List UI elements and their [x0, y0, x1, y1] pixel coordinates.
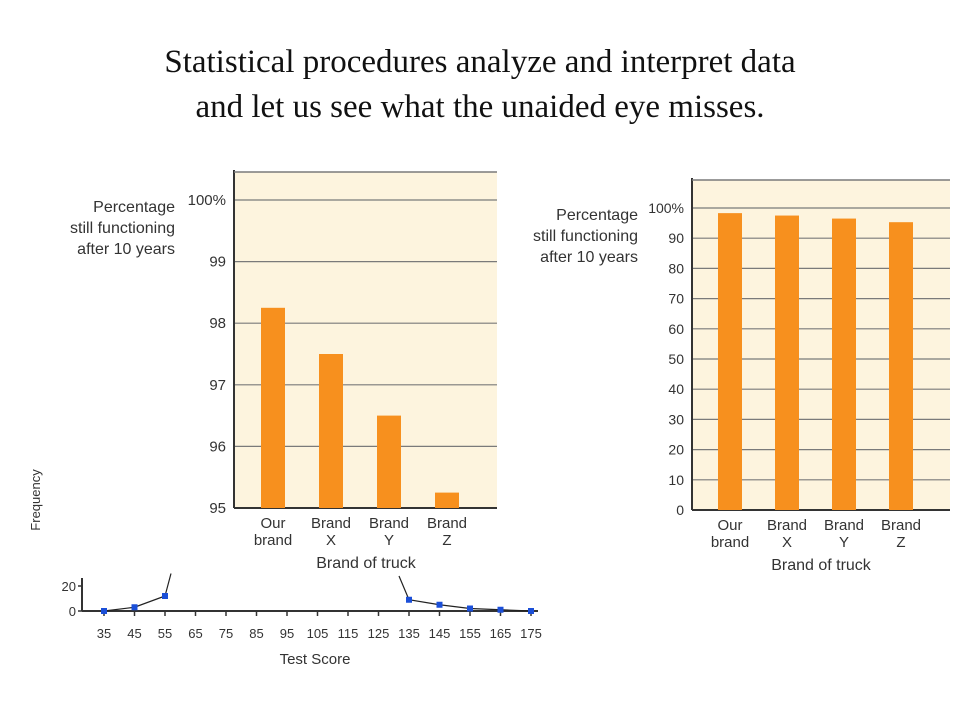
y-axis-title-line: Percentage [556, 207, 638, 224]
data-point [436, 601, 443, 608]
bar [832, 218, 856, 510]
full-scale-bar-chart: 0102030405060708090100%OurbrandBrandXBra… [533, 178, 950, 574]
series-line-right [398, 575, 532, 612]
x-tick-label: 175 [520, 626, 542, 641]
y-tick-label: 10 [668, 472, 684, 488]
x-tick-label: 105 [307, 626, 329, 641]
y-tick-label: 97 [209, 377, 226, 394]
x-tick-label: Y [384, 532, 394, 549]
x-tick-label: Y [839, 534, 849, 551]
y-axis-title-line: after 10 years [77, 241, 175, 258]
y-axis-title-line: after 10 years [540, 249, 638, 266]
y-tick-label: 80 [668, 260, 684, 276]
bar [775, 215, 799, 511]
slide-title-line-1: Statistical procedures analyze and inter… [164, 44, 796, 80]
x-tick-label: Brand [311, 515, 351, 532]
x-tick-label: Brand [824, 517, 864, 534]
bar [319, 354, 343, 508]
truncated-bar-chart: 9596979899100%OurbrandBrandXBrandYBrandZ… [70, 170, 497, 572]
x-tick-label: Brand [369, 515, 409, 532]
x-tick-label: Z [896, 534, 905, 551]
y-tick-label: 96 [209, 438, 226, 455]
y-axis-title-line: Percentage [93, 199, 175, 216]
y-tick-label: 100% [188, 192, 226, 209]
x-tick-label: 85 [249, 626, 263, 641]
data-point [131, 604, 138, 611]
y-tick-label: 70 [668, 291, 684, 307]
y-tick-label: 60 [668, 321, 684, 337]
y-tick-label: 0 [676, 502, 684, 518]
y-tick-label: 20 [668, 442, 684, 458]
x-tick-label: Our [717, 517, 742, 534]
data-point [406, 596, 412, 603]
x-tick-label: Brand [881, 517, 921, 534]
bar [377, 415, 401, 508]
x-tick-label: 35 [97, 626, 111, 641]
x-tick-label: Brand [427, 515, 467, 532]
x-tick-label: 95 [280, 626, 294, 641]
x-tick-label: 115 [338, 626, 359, 641]
x-tick-label: 145 [429, 626, 451, 641]
x-axis-title: Brand of truck [771, 557, 872, 574]
bar [261, 307, 285, 508]
bar [435, 492, 459, 508]
bar [718, 213, 742, 510]
x-tick-label: X [782, 534, 792, 551]
y-tick-label: 0 [69, 604, 76, 619]
data-point [467, 605, 473, 612]
x-tick-label: brand [254, 532, 292, 549]
data-point [162, 593, 168, 599]
x-tick-label: 55 [158, 626, 172, 641]
y-tick-label: 98 [209, 315, 226, 332]
x-tick-label: 75 [219, 626, 233, 641]
data-point [528, 608, 534, 614]
y-tick-label: 100% [648, 200, 684, 216]
x-axis-title: Test Score [280, 651, 351, 668]
x-tick-label: 165 [490, 626, 512, 641]
x-tick-label: 135 [398, 626, 420, 641]
x-tick-label: X [326, 532, 336, 549]
x-tick-label: Z [442, 532, 451, 549]
test-score-frequency-chart: 0 20 35 45 55 65 75 85 95 105 115 125 135 145 155 165 17… [28, 469, 542, 668]
x-tick-label: 125 [368, 626, 390, 641]
x-tick-label: 155 [459, 626, 481, 641]
x-tick-label: Our [260, 515, 285, 532]
slide-title: Statistical procedures analyze and inter… [0, 40, 960, 130]
y-tick-label: 99 [209, 254, 226, 271]
y-axis-title-line: still functioning [533, 228, 638, 245]
x-tick-label: 45 [127, 626, 141, 641]
x-axis-title: Brand of truck [316, 555, 417, 572]
series-line-left [103, 573, 172, 612]
data-point [101, 608, 107, 614]
slide-title-line-2: and let us see what the unaided eye miss… [195, 89, 765, 125]
y-tick-label: 40 [668, 381, 684, 397]
y-axis-title: Frequency [28, 469, 43, 531]
bar [889, 222, 913, 510]
y-tick-label: 90 [668, 230, 684, 246]
y-axis-title-line: still functioning [70, 220, 175, 237]
x-tick-label: 65 [188, 626, 202, 641]
x-tick-label: brand [711, 534, 749, 551]
y-tick-label: 95 [209, 500, 226, 517]
y-tick-label: 30 [668, 411, 684, 427]
y-tick-label: 50 [668, 351, 684, 367]
data-point [497, 606, 504, 613]
x-tick-label: Brand [767, 517, 807, 534]
y-tick-label: 20 [62, 579, 76, 594]
